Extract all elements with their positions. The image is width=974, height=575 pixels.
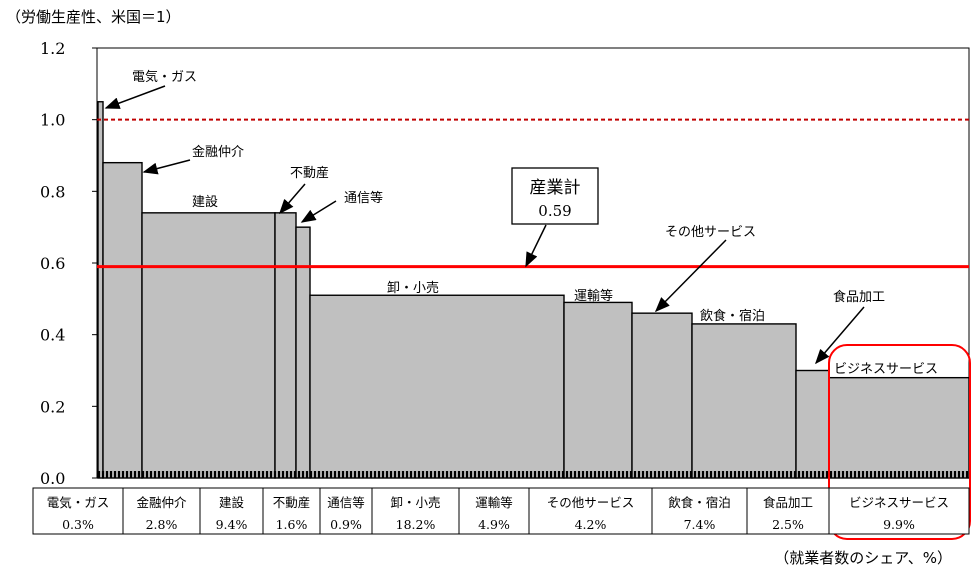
- share-table-value: 2.5%: [772, 517, 804, 532]
- bar: [631, 312, 693, 479]
- average-box-value: 0.59: [538, 202, 571, 220]
- bar: [309, 294, 565, 479]
- bar-label: 電気・ガス: [132, 69, 197, 85]
- share-table-value: 7.4%: [684, 517, 716, 532]
- share-table-value: 18.2%: [396, 517, 436, 532]
- y-tick-label: 0.0: [40, 469, 65, 488]
- bar: [691, 323, 797, 479]
- share-table: [32, 487, 970, 535]
- share-table-category: 電気・ガス: [47, 495, 110, 510]
- share-table-category: 卸・小売: [390, 495, 440, 510]
- bar: [795, 369, 830, 479]
- share-table-value: 0.9%: [330, 517, 362, 532]
- share-table-category: 金融仲介: [136, 495, 187, 510]
- share-table-value: 9.4%: [216, 517, 248, 532]
- bar-label: ビジネスサービス: [834, 362, 938, 377]
- annotation-arrow: [525, 224, 547, 268]
- bar: [563, 301, 633, 479]
- bar-label: 食品加工: [833, 289, 885, 305]
- bar: [102, 161, 143, 479]
- bar: [97, 101, 104, 479]
- average-box: [511, 167, 599, 225]
- y-tick-label: 1.2: [40, 39, 65, 58]
- bar-label: 飲食・宿泊: [700, 308, 765, 324]
- bar: [274, 212, 297, 479]
- annotation-arrow: [104, 85, 166, 109]
- share-table-value: 1.6%: [276, 517, 308, 532]
- share-table-value: 4.2%: [575, 517, 607, 532]
- bar: [828, 376, 970, 479]
- share-table-category: 建設: [219, 495, 245, 510]
- average-box-title: 産業計: [530, 178, 581, 198]
- bar-label: 不動産: [290, 165, 329, 181]
- annotation-arrow: [142, 159, 191, 175]
- share-table-value: 2.8%: [146, 517, 178, 532]
- share-table-category: ビジネスサービス: [849, 495, 949, 510]
- share-table-value: 9.9%: [883, 517, 915, 532]
- share-table-category: 飲食・宿泊: [668, 495, 731, 510]
- annotation-arrow: [300, 200, 337, 223]
- bar: [141, 212, 276, 479]
- y-axis-unit-note: （労働生産性、米国＝1）: [6, 8, 181, 26]
- bar: [295, 226, 311, 479]
- y-tick-label: 0.8: [40, 182, 65, 201]
- y-tick-label: 0.6: [40, 254, 65, 273]
- share-table-category: 運輸等: [475, 495, 513, 510]
- share-table-value: 0.3%: [62, 517, 94, 532]
- y-tick-label: 1.0: [40, 111, 65, 130]
- y-tick-label: 0.2: [40, 397, 65, 416]
- annotation-arrow: [279, 183, 306, 215]
- bar-label: 卸・小売: [387, 280, 439, 296]
- share-table-category: 不動産: [273, 495, 311, 510]
- bar-label: その他サービス: [665, 225, 756, 240]
- bar-label: 建設: [192, 194, 218, 210]
- share-table-category: 通信等: [327, 495, 365, 510]
- annotation-arrow: [815, 306, 865, 365]
- bar-label: 通信等: [344, 190, 383, 206]
- share-table-value: 4.9%: [478, 517, 510, 532]
- bar-label: 金融仲介: [192, 144, 244, 160]
- bar-label: 運輸等: [574, 288, 613, 304]
- highlight-box: [828, 344, 971, 540]
- share-table-category: その他サービス: [547, 495, 635, 510]
- share-table-category: 食品加工: [763, 495, 813, 510]
- x-axis-unit-note: （就業者数のシェア、%）: [774, 549, 952, 567]
- y-tick-label: 0.4: [40, 326, 65, 345]
- annotation-arrow: [654, 239, 727, 313]
